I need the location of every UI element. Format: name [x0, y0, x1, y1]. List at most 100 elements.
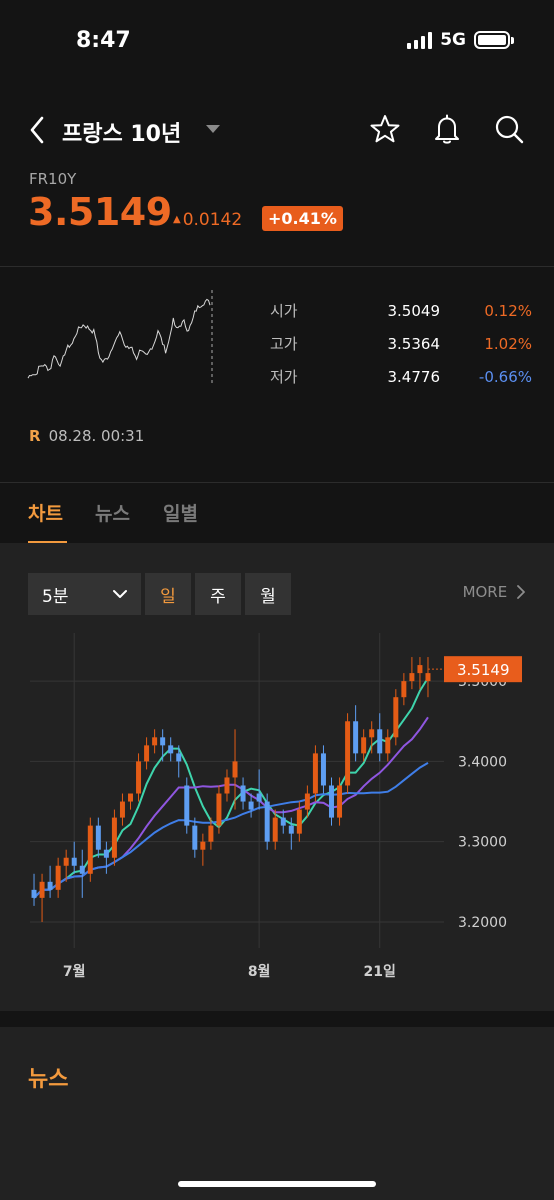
content-tabs: 차트 뉴스 일별 [0, 482, 554, 544]
ohl-pct: 1.02% [484, 334, 532, 353]
up-triangle-icon: ▲ [173, 214, 181, 225]
candle-body [345, 721, 351, 786]
battery-icon [474, 31, 514, 49]
candle-body [409, 673, 415, 682]
status-indicators: 5G [407, 30, 514, 50]
ohl-value: 3.5049 [387, 301, 441, 320]
x-tick-label: 8월 [248, 963, 271, 980]
candle-body [232, 761, 238, 778]
candle-body [87, 825, 93, 874]
candle-body [272, 817, 278, 842]
candle-body [71, 857, 77, 866]
candle-body [144, 745, 150, 762]
candle-body [200, 841, 206, 850]
candle-body [264, 801, 270, 842]
candle-body [136, 761, 142, 794]
dropdown-caret-icon[interactable] [205, 124, 221, 134]
candle-body [240, 785, 246, 802]
ohl-value: 3.5364 [387, 334, 441, 353]
candle-body [128, 793, 133, 802]
more-label: MORE [462, 583, 508, 601]
star-icon[interactable] [368, 112, 402, 146]
candle-body [152, 737, 158, 746]
period-week-button[interactable]: 주 [195, 573, 241, 615]
candle-body [79, 865, 85, 874]
ohl-table: 시가 3.5049 0.12% 고가 3.5364 1.02% 저가 3.477… [270, 294, 532, 393]
candle-body [377, 729, 383, 754]
tab-chart[interactable]: 차트 [28, 503, 63, 525]
intraday-sparkline [27, 290, 213, 386]
tab-daily[interactable]: 일별 [163, 503, 198, 525]
price-change: ▲ 0.0142 [173, 210, 242, 230]
current-price: 3.5149 [28, 190, 172, 234]
divider [0, 266, 554, 267]
ohl-pct: -0.66% [478, 367, 532, 386]
bell-icon[interactable] [430, 112, 464, 146]
candle-body [337, 785, 343, 818]
moving-average-line [33, 677, 429, 899]
candle-body [288, 825, 294, 834]
candle-body [393, 697, 399, 738]
chart-panel: 5분 일 주 월 MORE 3.50003.40003.30003.20007월… [0, 543, 554, 1011]
change-percent-badge: +0.41% [262, 206, 343, 231]
news-section-title: 뉴스 [28, 1067, 69, 1092]
candle-body [353, 721, 359, 754]
y-tick-label: 3.3000 [458, 835, 507, 851]
candle-body [401, 681, 407, 698]
ohl-pct: 0.12% [484, 301, 532, 320]
home-indicator [178, 1181, 376, 1187]
more-link[interactable]: MORE [463, 583, 526, 601]
candle-body [248, 801, 254, 810]
news-section: 뉴스 [0, 1027, 554, 1200]
candle-body [208, 825, 214, 842]
ohl-label: 저가 [270, 368, 298, 386]
candle-body [39, 881, 45, 898]
candle-body [192, 825, 198, 850]
tab-news[interactable]: 뉴스 [95, 503, 130, 525]
chevron-down-icon [113, 590, 127, 598]
status-time: 8:47 [76, 28, 131, 53]
candle-body [385, 737, 391, 754]
candle-body [320, 753, 326, 786]
last-update-text: 08.28. 00:31 [48, 427, 145, 445]
ohl-row-open: 시가 3.5049 0.12% [270, 294, 532, 327]
chevron-right-icon [517, 585, 525, 599]
search-icon[interactable] [492, 112, 526, 146]
candle-body [280, 817, 286, 826]
candle-body [103, 849, 109, 858]
candle-body [361, 737, 367, 754]
status-bar: 8:47 5G [0, 0, 554, 80]
period-day-button[interactable]: 일 [145, 573, 191, 615]
ticker-symbol: FR10Y [29, 170, 77, 188]
back-chevron-icon[interactable] [24, 112, 52, 148]
ohl-value: 3.4776 [387, 367, 441, 386]
candle-body [176, 753, 182, 762]
candle-body [63, 857, 69, 866]
candle-body [160, 737, 166, 746]
candle-body [329, 785, 334, 818]
x-tick-label: 7월 [63, 963, 86, 980]
candle-body [31, 889, 37, 898]
candle-body [111, 817, 117, 858]
current-price-tag [444, 656, 522, 683]
candle-body [184, 785, 190, 826]
page-title[interactable]: 프랑스 10년 [62, 122, 182, 147]
nav-bar: 프랑스 10년 [0, 104, 554, 154]
candle-body [95, 825, 101, 850]
y-tick-label: 3.2000 [458, 915, 507, 931]
candle-body [417, 665, 423, 674]
y-tick-label: 3.4000 [458, 754, 507, 770]
ohl-row-low: 저가 3.4776 -0.66% [270, 360, 532, 393]
period-month-button[interactable]: 월 [245, 573, 291, 615]
candle-body [119, 801, 125, 818]
candle-body [55, 865, 61, 890]
ohl-label: 고가 [270, 335, 298, 353]
candle-body [216, 793, 222, 826]
interval-label: 5분 [42, 586, 69, 607]
candle-body [224, 777, 230, 794]
candle-body [168, 745, 174, 754]
interval-select[interactable]: 5분 [28, 573, 141, 615]
active-tab-indicator [28, 541, 67, 544]
ohl-row-high: 고가 3.5364 1.02% [270, 327, 532, 360]
